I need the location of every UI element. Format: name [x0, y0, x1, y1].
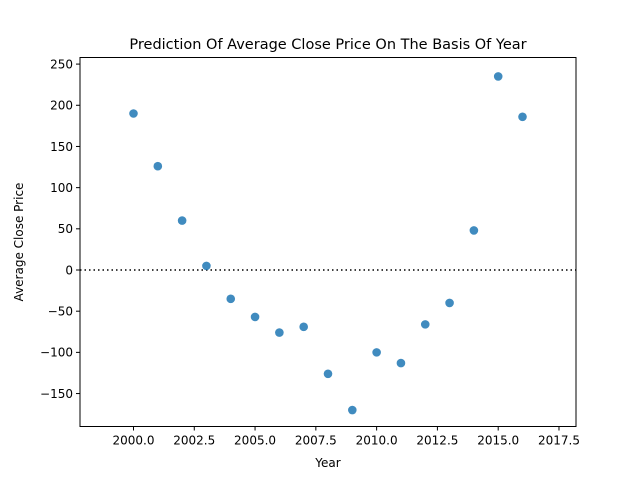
data-point [299, 322, 308, 332]
y-tick-label: 0 [65, 263, 73, 277]
x-tick-label: 2012.5 [416, 434, 458, 448]
x-tick-label: 2010.0 [356, 434, 398, 448]
y-tick-label: 150 [50, 140, 73, 154]
data-point [226, 294, 236, 304]
x-tick-label: 2007.5 [295, 434, 337, 448]
y-axis: −150 −100 −50 0 50 100 150 200 250 [40, 57, 80, 401]
y-tick-label: 100 [50, 181, 73, 195]
y-tick-label: −50 [48, 304, 73, 318]
y-tick-label: 200 [50, 99, 73, 113]
data-point [275, 328, 284, 337]
y-tick-label: 50 [58, 222, 73, 236]
data-point [323, 369, 333, 379]
y-axis-label: Average Close Price [12, 183, 26, 302]
data-point [129, 109, 138, 118]
data-point [420, 320, 430, 329]
data-point [518, 112, 527, 122]
x-tick-label: 2015.0 [477, 434, 519, 448]
data-point [177, 216, 187, 225]
data-point [396, 358, 406, 368]
data-point [469, 226, 479, 235]
x-tick-label: 2017.5 [538, 434, 580, 448]
plot-frame [79, 57, 577, 427]
y-tick-label: 250 [50, 57, 73, 71]
y-tick-label: −150 [40, 387, 73, 401]
x-tick-label: 2002.5 [173, 434, 215, 448]
chart-title: Prediction Of Average Close Price On The… [129, 37, 526, 53]
data-point [445, 298, 454, 308]
x-tick-label: 2000.0 [112, 434, 154, 448]
x-tick-label: 2005.0 [234, 434, 276, 448]
data-point [202, 261, 211, 271]
data-point [153, 161, 163, 171]
x-axis: 2000.0 2002.5 2005.0 2007.5 2010.0 2012.5 2015… [112, 426, 580, 448]
y-tick-label: −100 [40, 346, 73, 360]
x-axis-label: Year [314, 456, 340, 470]
plot-area [80, 72, 576, 415]
data-point [372, 348, 381, 357]
data-point [493, 72, 503, 81]
data-point [250, 312, 260, 322]
data-point [348, 405, 357, 415]
